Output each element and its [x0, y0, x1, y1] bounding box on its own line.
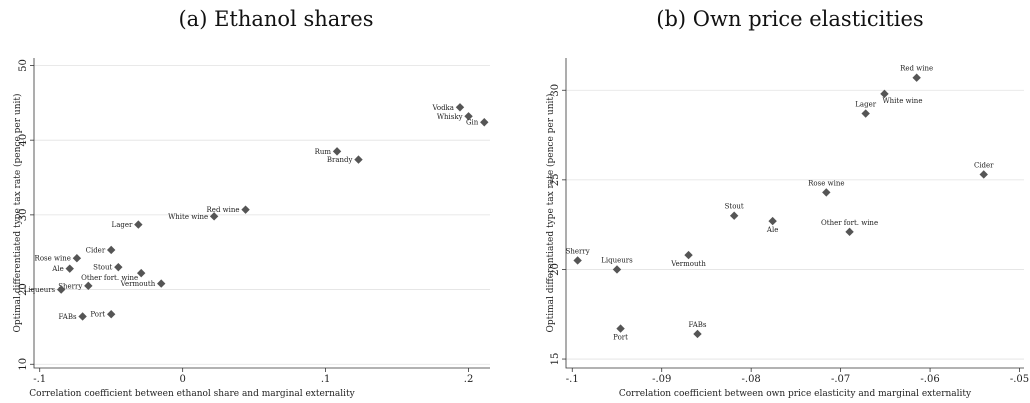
panel-b-point-label: Liqueurs — [601, 256, 633, 264]
panel-a-y-tick-label: 40 — [18, 134, 29, 147]
panel-b-y-tick-label: 20 — [550, 263, 561, 276]
panel-a-point-marker — [65, 264, 74, 273]
panel-b-point-marker — [880, 89, 889, 99]
panel-b-point-label: Port — [613, 334, 628, 342]
panel-b-axes — [565, 58, 1024, 369]
panel-a-point-marker — [480, 118, 489, 127]
panel-a-point-label: Other fort. wine — [81, 274, 138, 282]
panel-b-point-marker — [768, 216, 777, 226]
panel-b-point-label: Sherry — [566, 247, 590, 255]
panel-a-y-tick-label: 10 — [18, 358, 29, 371]
panel-a-point-marker — [157, 279, 166, 288]
panel-b-point-marker — [729, 211, 739, 220]
panel-b-point-label: Vermouth — [670, 260, 706, 268]
panel-a-point-marker — [455, 103, 465, 112]
panel-b-title: (b) Own price elasticities — [656, 7, 923, 31]
panel-a-point-marker — [114, 262, 123, 272]
panel-b-plot-area: 15 20 25 30 -.1 -.09 -.08 -.07 -.06 -.05 Red wine W… — [550, 58, 1029, 385]
panel-a-point-label: Port — [90, 311, 105, 319]
panel-b-point-label: Other fort. wine — [821, 219, 878, 227]
panel-b-x-tick-label: -.05 — [1010, 374, 1029, 385]
panel-a-point-label: Rose wine — [35, 255, 71, 263]
panel-a-point-marker — [78, 312, 87, 321]
panel-a-point-label: FABs — [59, 313, 77, 321]
panel-b-y-tick-label: 15 — [550, 353, 561, 366]
panel-a-point-marker — [84, 281, 93, 291]
panel-b-point-label: Cider — [974, 161, 994, 169]
panel-a-point-marker — [72, 253, 82, 263]
panel-b-point-marker — [979, 170, 988, 179]
panel-b-point-marker — [912, 73, 921, 82]
panel-a-title: (a) Ethanol shares — [178, 7, 373, 31]
panel-a-point-label: Gin — [466, 119, 479, 127]
panel-b-x-tick-label: -.1 — [566, 374, 579, 385]
panel-a-point-label: Sherry — [58, 282, 82, 290]
panel-b-x-tick-label: -.08 — [742, 374, 761, 385]
panel-a-point-marker — [56, 285, 66, 294]
panel-a-x-tick-label: -.1 — [33, 374, 46, 385]
panel-b-point-label: Ale — [766, 226, 778, 234]
panel-b-point-marker — [612, 265, 622, 274]
panel-a-x-tick-label: .1 — [321, 374, 331, 385]
panel-b-point-label: Rose wine — [808, 179, 844, 187]
panel-own-price-elasticities: (b) Own price elasticities Correlation c… — [545, 7, 1029, 399]
panel-b-y-axis-label: Optimal differentiated type tax rate (pe… — [545, 94, 556, 333]
panel-b-x-tick-label: -.06 — [920, 374, 939, 385]
panel-a-y-tick-label: 30 — [18, 209, 29, 222]
panel-b-point-label: White wine — [882, 97, 922, 105]
panel-a-point-label: Red wine — [207, 206, 240, 214]
panel-b-point-label: Red wine — [900, 65, 933, 73]
panel-a-point-label: White wine — [168, 213, 208, 221]
panel-b-point-label: FABs — [688, 321, 706, 329]
panel-a-point-label: Lager — [112, 221, 133, 229]
panel-b-y-tick-label: 25 — [550, 173, 561, 186]
panel-a-y-tick-label: 50 — [18, 59, 29, 72]
panel-a-point-marker — [209, 212, 219, 221]
panel-a-point-marker — [332, 147, 342, 156]
panel-a-x-tick-label: 0 — [179, 374, 185, 385]
panel-b-point-marker — [861, 109, 870, 118]
panel-b-y-tick-label: 30 — [550, 84, 561, 97]
panel-a-point-label: Vermouth — [120, 280, 156, 288]
panel-a-point-label: Vodka — [431, 104, 454, 112]
panel-b-point-label: Lager — [855, 101, 876, 109]
panel-a-point-marker — [106, 310, 116, 319]
panel-a-point-label: Ale — [51, 265, 63, 273]
panel-a-point-label: Whisky — [437, 113, 463, 121]
panel-b-x-tick-label: -.09 — [652, 374, 671, 385]
panel-a-point-label: Liqueurs — [24, 286, 56, 294]
panel-b-point-marker — [573, 256, 582, 265]
panel-a-y-axis-label: Optimal differentiated type tax rate (pe… — [12, 94, 23, 333]
panel-a-point-label: Rum — [315, 148, 332, 156]
panel-ethanol-shares: (a) Ethanol shares Correlation coefficie… — [12, 7, 490, 399]
panel-b-point-marker — [693, 329, 702, 339]
panel-a-point-label: Cider — [86, 246, 106, 254]
panel-b-point-marker — [616, 324, 625, 333]
panel-b-x-axis-label: Correlation coefficient between own pric… — [619, 389, 972, 399]
panel-a-point-marker — [354, 155, 363, 164]
panel-b-x-tick-label: -.07 — [831, 374, 850, 385]
panel-a-point-marker — [106, 245, 116, 255]
panel-a-point-marker — [137, 268, 146, 278]
panel-a-axes — [33, 58, 490, 369]
panel-b-point-marker — [684, 250, 693, 260]
panel-a-x-axis-label: Correlation coefficient between ethanol … — [29, 389, 355, 399]
panel-a-point-marker — [241, 205, 250, 214]
panel-b-point-label: Stout — [725, 203, 744, 211]
panel-b-point-marker — [822, 188, 831, 197]
panel-a-point-marker — [134, 220, 143, 229]
panel-a-point-label: Brandy — [327, 156, 353, 164]
panel-a-x-tick-label: .2 — [464, 374, 474, 385]
panel-a-point-marker — [464, 112, 473, 121]
panel-a-y-tick-label: 20 — [18, 283, 29, 296]
panel-a-point-label: Stout — [93, 264, 112, 272]
panel-b-point-marker — [845, 227, 854, 237]
